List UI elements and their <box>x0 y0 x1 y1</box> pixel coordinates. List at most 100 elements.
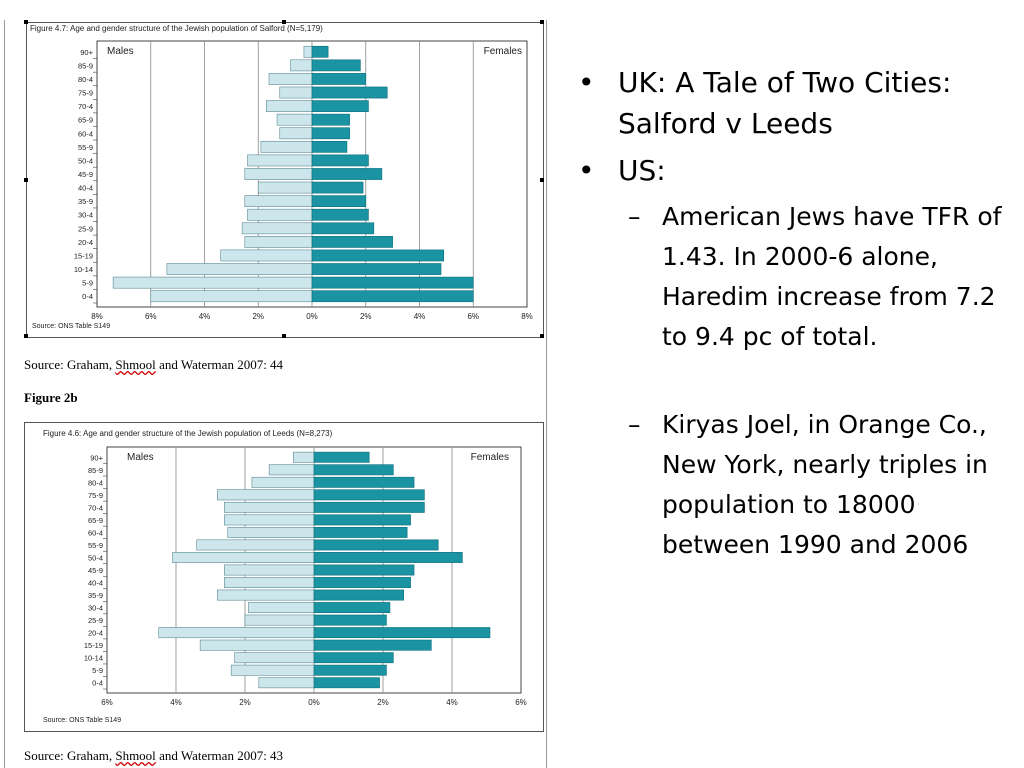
male-bar <box>220 249 313 262</box>
x-tick-label: 6% <box>101 698 113 707</box>
males-label: Males <box>107 46 134 57</box>
male-bar <box>244 614 315 626</box>
male-bar <box>279 127 313 140</box>
female-bar <box>311 222 375 235</box>
selection-handle[interactable] <box>282 334 286 338</box>
male-bar <box>224 501 315 513</box>
male-bar <box>292 451 315 463</box>
age-group-label: 55-9 <box>78 143 93 152</box>
selection-handle[interactable] <box>24 178 28 182</box>
page-edge-right <box>546 20 547 768</box>
dash-bullet-icon: – <box>628 202 641 231</box>
age-group-label: 65-9 <box>88 516 103 525</box>
age-group-label: 10-14 <box>74 265 93 274</box>
female-bar <box>311 86 388 99</box>
male-bar <box>258 677 315 689</box>
age-group-label: 75-9 <box>88 491 103 500</box>
male-bar <box>244 236 313 248</box>
male-bar <box>234 652 315 664</box>
females-label: Females <box>471 452 509 463</box>
age-group-label: 85-9 <box>78 61 93 70</box>
female-bar <box>313 501 425 513</box>
male-bar <box>158 627 315 639</box>
female-bar <box>311 59 361 72</box>
figure-2b-label: Figure 2b <box>24 390 78 405</box>
female-bar <box>313 652 394 664</box>
male-bar <box>199 639 315 651</box>
female-bar <box>313 589 404 601</box>
sub-bullet-kiryas-joel: – Kiryas Joel, in Orange Co., New York, n… <box>578 405 1018 565</box>
male-bar <box>257 181 313 194</box>
age-group-label: 25-9 <box>88 616 103 625</box>
age-group-label: 60-4 <box>88 528 103 537</box>
age-group-label: 90+ <box>80 48 93 57</box>
males-label: Males <box>127 452 154 463</box>
figure-salford-source: Source: ONS Table S149 <box>32 323 111 330</box>
female-bar <box>311 45 329 58</box>
x-tick-label: 2% <box>360 312 372 321</box>
male-bar <box>276 113 313 126</box>
age-group-label: 15-19 <box>84 641 103 650</box>
age-group-label: 40-4 <box>78 184 93 193</box>
x-tick-label: 6% <box>145 312 157 321</box>
female-bar <box>313 577 411 588</box>
age-group-label: 5-9 <box>92 666 103 675</box>
age-group-label: 80-4 <box>88 478 103 487</box>
selection-handle[interactable] <box>540 20 544 24</box>
female-bar <box>313 664 387 676</box>
male-bar <box>266 100 313 112</box>
age-group-label: 45-9 <box>78 170 93 179</box>
male-bar <box>166 263 313 275</box>
age-group-label: 50-4 <box>78 156 93 165</box>
slide-bullet-list: • UK: A Tale of Two Cities: Salford v Lee… <box>578 62 1018 565</box>
age-group-label: 20-4 <box>78 238 93 247</box>
figure-salford-frame[interactable]: Figure 4.7: Age and gender structure of … <box>26 22 544 338</box>
selection-handle[interactable] <box>282 20 286 24</box>
male-bar <box>224 564 315 576</box>
male-bar <box>112 276 313 289</box>
salford-pyramid-chart: 8% 6% 4% 2% 0% 2% 4% 6% 8% 90+ 85-9 80-4 75-9 70-4 65-… <box>74 40 533 321</box>
bullet-dot-icon: • <box>578 154 595 187</box>
figure-salford-title: Figure 4.7: Age and gender structure of … <box>30 24 323 33</box>
figure-leeds-title: Figure 4.6: Age and gender structure of … <box>43 429 333 438</box>
female-bar <box>311 127 350 140</box>
age-group-label: 15-19 <box>74 251 93 260</box>
document-page: Figure 4.7: Age and gender structure of … <box>4 20 547 768</box>
page-edge-left <box>4 20 5 768</box>
female-bar <box>311 113 350 126</box>
female-bar <box>313 564 415 576</box>
female-bar <box>311 168 383 180</box>
male-bar <box>279 86 313 99</box>
male-bar <box>260 140 313 153</box>
age-group-label: 5-9 <box>82 279 93 288</box>
male-bar <box>241 222 313 235</box>
female-bar <box>311 276 474 289</box>
female-bar <box>311 195 367 208</box>
age-group-label: 45-9 <box>88 566 103 575</box>
female-bar <box>313 451 370 463</box>
male-bar <box>290 59 313 72</box>
male-bar <box>244 168 313 180</box>
figure-leeds-caption: Source: Graham, Shmool and Waterman 2007… <box>24 748 284 763</box>
female-bar <box>313 602 391 614</box>
x-tick-label: 2% <box>377 698 389 707</box>
male-bar <box>268 73 313 85</box>
x-tick-label: 2% <box>239 698 251 707</box>
male-bar <box>248 602 315 614</box>
selection-handle[interactable] <box>24 334 28 338</box>
age-group-label: 70-4 <box>78 102 93 111</box>
selection-handle[interactable] <box>540 334 544 338</box>
figure-leeds-frame[interactable]: Figure 4.6: Age and gender structure of … <box>24 422 544 732</box>
females-label: Females <box>484 46 522 57</box>
selection-handle[interactable] <box>540 178 544 182</box>
male-bar <box>224 514 315 526</box>
female-bar <box>311 73 367 85</box>
dash-bullet-icon: – <box>628 410 641 439</box>
selection-handle[interactable] <box>24 20 28 24</box>
female-bar <box>311 290 474 303</box>
x-tick-label: 6% <box>515 698 527 707</box>
female-bar <box>313 627 491 639</box>
x-tick-label: 0% <box>308 698 320 707</box>
female-bar <box>313 489 425 501</box>
female-bar <box>311 100 369 112</box>
